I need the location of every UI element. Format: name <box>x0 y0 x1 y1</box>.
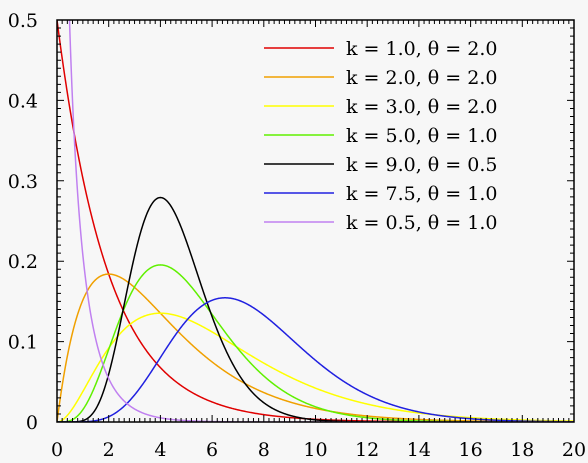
x-tick-label: 2 <box>103 439 115 461</box>
plot-frame <box>56 19 575 423</box>
y-tick-label: 0.3 <box>8 171 38 193</box>
y-tick-label: 0.2 <box>8 251 38 273</box>
legend-label: k = 3.0, θ = 2.0 <box>346 96 497 118</box>
x-tick-label: 14 <box>407 439 431 461</box>
x-tick-label: 10 <box>303 439 327 461</box>
x-tick-label: 0 <box>51 439 63 461</box>
legend-label: k = 1.0, θ = 2.0 <box>346 38 497 60</box>
x-tick-label: 4 <box>154 439 166 461</box>
legend-label: k = 2.0, θ = 2.0 <box>346 67 497 89</box>
y-tick-label: 0 <box>26 412 38 434</box>
series-line-3 <box>57 312 574 422</box>
x-tick-label: 20 <box>562 439 586 461</box>
legend-label: k = 7.5, θ = 1.0 <box>346 183 497 205</box>
legend: k = 1.0, θ = 2.0 k = 2.0, θ = 2.0 k = 3.0,… <box>264 38 497 234</box>
legend-label: k = 0.5, θ = 1.0 <box>346 212 497 234</box>
x-tick-label: 16 <box>459 439 483 461</box>
y-tick-label: 0.5 <box>8 10 38 32</box>
y-tick-label: 0.4 <box>8 90 38 112</box>
legend-label: k = 9.0, θ = 0.5 <box>346 154 497 176</box>
y-tick-label: 0.1 <box>8 332 38 354</box>
x-tick-labels: 0 2 4 6 8 10 12 14 16 18 20 <box>51 439 586 461</box>
x-tick-label: 12 <box>355 439 379 461</box>
series-line-6 <box>57 297 574 422</box>
x-tick-label: 6 <box>206 439 218 461</box>
x-tick-label: 8 <box>258 439 270 461</box>
legend-label: k = 5.0, θ = 1.0 <box>346 125 497 147</box>
x-tick-label: 18 <box>510 439 534 461</box>
y-tick-labels: 0 0.1 0.2 0.3 0.4 0.5 <box>8 10 38 434</box>
